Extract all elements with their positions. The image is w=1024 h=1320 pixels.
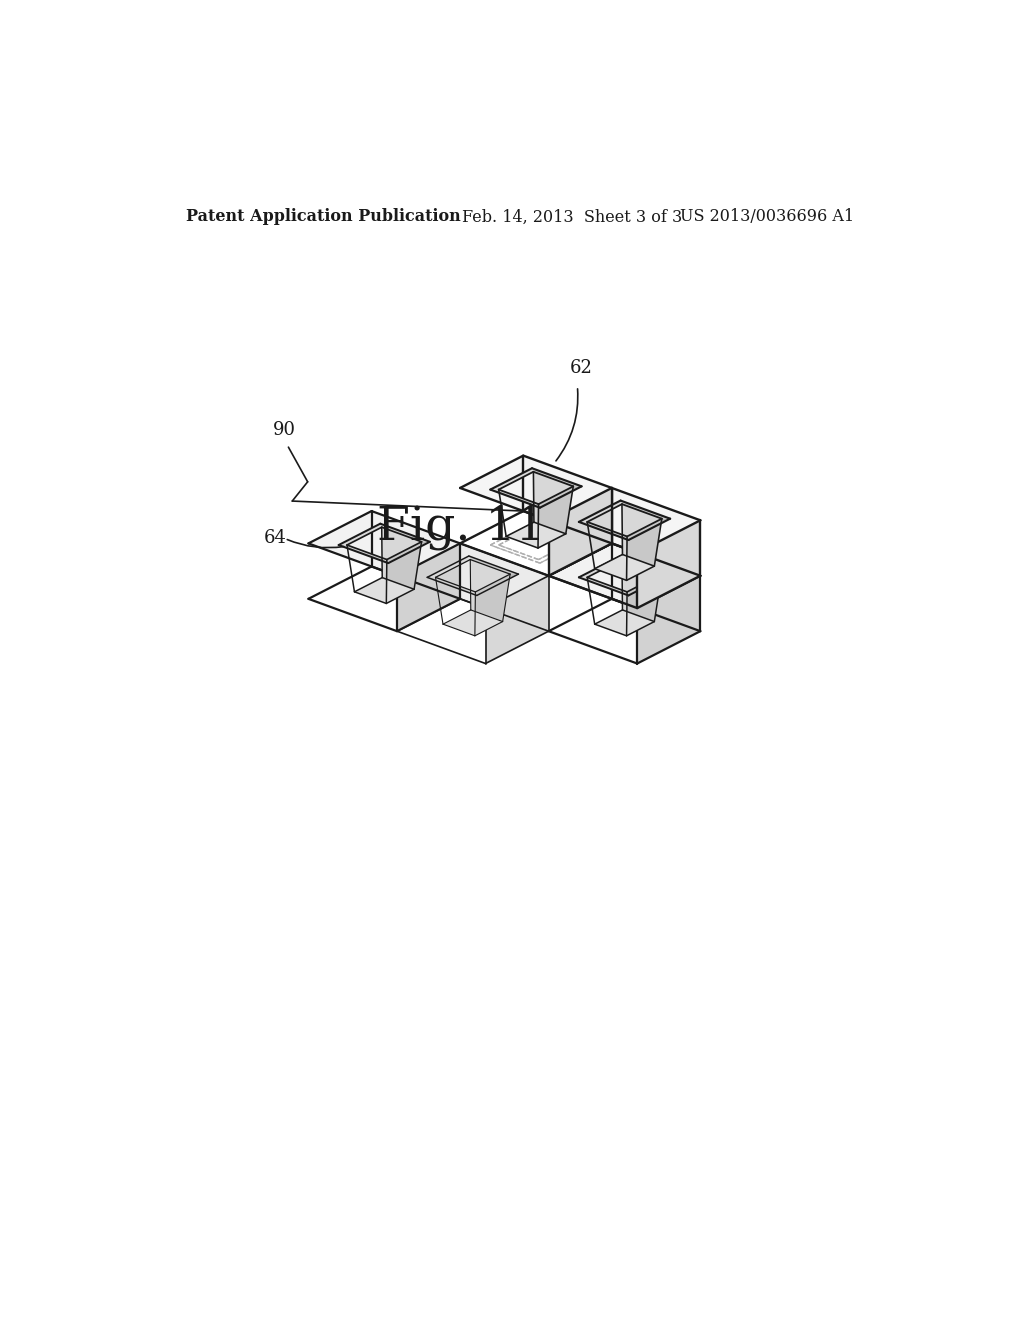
Polygon shape [637, 576, 700, 664]
Polygon shape [470, 560, 510, 622]
Text: 62: 62 [569, 359, 593, 376]
Polygon shape [622, 560, 662, 622]
Polygon shape [621, 500, 670, 519]
Polygon shape [460, 544, 549, 631]
Polygon shape [622, 504, 662, 566]
Polygon shape [506, 523, 566, 548]
Polygon shape [469, 556, 518, 574]
Polygon shape [627, 574, 662, 636]
Text: 90: 90 [273, 421, 296, 440]
Text: Patent Application Publication: Patent Application Publication [186, 209, 461, 226]
Polygon shape [549, 488, 611, 576]
Polygon shape [579, 556, 622, 577]
Polygon shape [372, 511, 460, 599]
Text: 64: 64 [264, 529, 287, 548]
Polygon shape [386, 541, 422, 603]
Polygon shape [485, 576, 549, 664]
Polygon shape [579, 521, 629, 540]
Polygon shape [475, 574, 518, 595]
Polygon shape [621, 556, 670, 574]
Polygon shape [611, 488, 700, 576]
Polygon shape [532, 469, 582, 486]
Polygon shape [427, 556, 470, 577]
Polygon shape [339, 545, 388, 564]
Polygon shape [380, 524, 430, 541]
Polygon shape [534, 471, 573, 533]
Polygon shape [579, 577, 629, 595]
Polygon shape [595, 554, 654, 581]
Polygon shape [549, 488, 700, 553]
Polygon shape [354, 578, 414, 603]
Polygon shape [475, 574, 510, 636]
Polygon shape [538, 486, 573, 548]
Polygon shape [627, 519, 670, 540]
Polygon shape [397, 544, 549, 609]
Polygon shape [490, 490, 540, 508]
Polygon shape [523, 455, 611, 544]
Polygon shape [595, 610, 654, 636]
Polygon shape [549, 544, 700, 609]
Polygon shape [637, 520, 700, 609]
Polygon shape [308, 511, 460, 576]
Polygon shape [539, 486, 582, 508]
Polygon shape [443, 610, 503, 636]
Polygon shape [397, 544, 460, 631]
Polygon shape [382, 527, 422, 589]
Polygon shape [490, 469, 534, 490]
Polygon shape [427, 577, 477, 595]
Text: Fig. 11: Fig. 11 [378, 506, 546, 550]
Polygon shape [460, 455, 611, 520]
Text: Feb. 14, 2013  Sheet 3 of 3: Feb. 14, 2013 Sheet 3 of 3 [462, 209, 682, 226]
Polygon shape [339, 524, 382, 545]
Polygon shape [387, 541, 430, 564]
Polygon shape [627, 574, 670, 595]
Polygon shape [627, 519, 662, 581]
Polygon shape [611, 544, 700, 631]
Polygon shape [579, 500, 622, 521]
Text: US 2013/0036696 A1: US 2013/0036696 A1 [680, 209, 854, 226]
